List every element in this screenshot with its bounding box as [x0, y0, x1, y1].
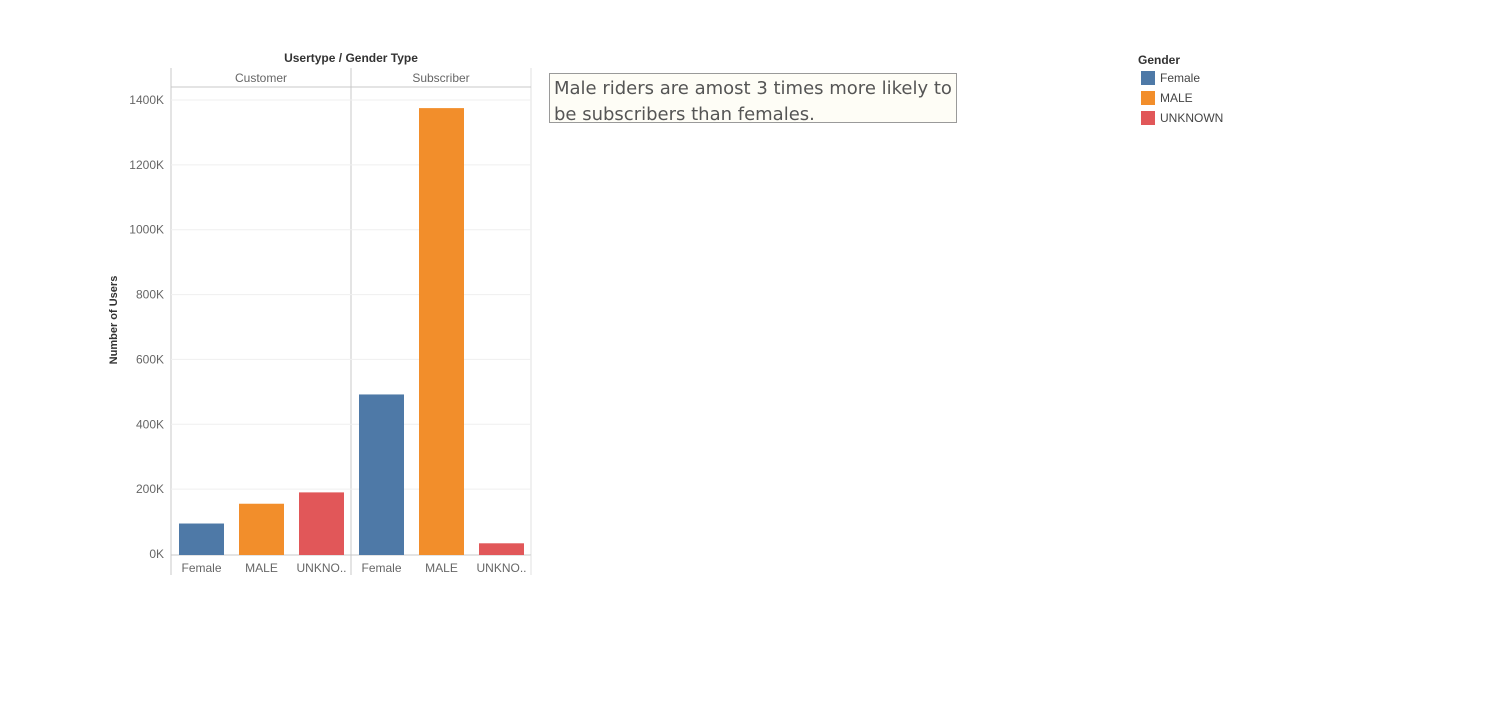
x-tick-label: UNKNO.. [296, 561, 346, 575]
bar-customer-unkno[interactable] [299, 492, 344, 555]
pane-header-customer: Customer [235, 71, 287, 85]
y-tick-label: 1400K [129, 93, 164, 107]
legend-item-male[interactable]: MALE [1138, 88, 1298, 108]
x-tick-label: MALE [245, 561, 278, 575]
legend-swatch-male [1141, 91, 1155, 105]
y-axis-title: Number of Users [108, 276, 120, 365]
legend-title: Gender [1138, 53, 1181, 67]
legend-label-unknown: UNKNOWN [1160, 111, 1224, 125]
y-tick-label: 600K [136, 352, 164, 366]
legend-item-female[interactable]: Female [1138, 68, 1298, 88]
x-axis-ticks: Female MALE UNKNO.. Female MALE UNKNO.. [181, 561, 526, 575]
legend-label-female: Female [1160, 71, 1201, 85]
annotation-box: Male riders are amost 3 times more likel… [549, 73, 957, 125]
legend-swatch-female [1141, 71, 1155, 85]
x-tick-label: MALE [425, 561, 458, 575]
bar-customer-male[interactable] [239, 503, 284, 555]
x-tick-label: UNKNO.. [476, 561, 526, 575]
y-tick-label: 0K [149, 547, 164, 561]
chart-frame [170, 68, 532, 575]
bars [179, 108, 524, 555]
legend-item-unknown[interactable]: UNKNOWN [1138, 108, 1298, 128]
bar-customer-female[interactable] [179, 523, 224, 555]
y-tick-label: 200K [136, 482, 164, 496]
legend-label-male: MALE [1160, 91, 1193, 105]
chart-title: Usertype / Gender Type [284, 51, 418, 65]
x-tick-label: Female [361, 561, 401, 575]
x-tick-label: Female [181, 561, 221, 575]
y-tick-label: 1000K [129, 223, 164, 237]
annotation-text: Male riders are amost 3 times more likel… [554, 78, 952, 125]
bar-subscriber-male[interactable] [419, 108, 464, 555]
legend: Gender Female MALE UNKNOWN [1138, 52, 1298, 128]
pane-headers: Customer Subscriber [235, 71, 470, 85]
bar-subscriber-female[interactable] [359, 394, 404, 555]
y-tick-label: 1200K [129, 158, 164, 172]
y-tick-label: 800K [136, 288, 164, 302]
legend-swatch-unknown [1141, 111, 1155, 125]
bar-subscriber-unkno[interactable] [479, 543, 524, 555]
pane-header-subscriber: Subscriber [412, 71, 469, 85]
y-tick-label: 400K [136, 417, 164, 431]
gridlines [171, 99, 531, 490]
y-axis-ticks: 0K 200K 400K 600K 800K 1000K 1200K 1400K [129, 93, 164, 561]
